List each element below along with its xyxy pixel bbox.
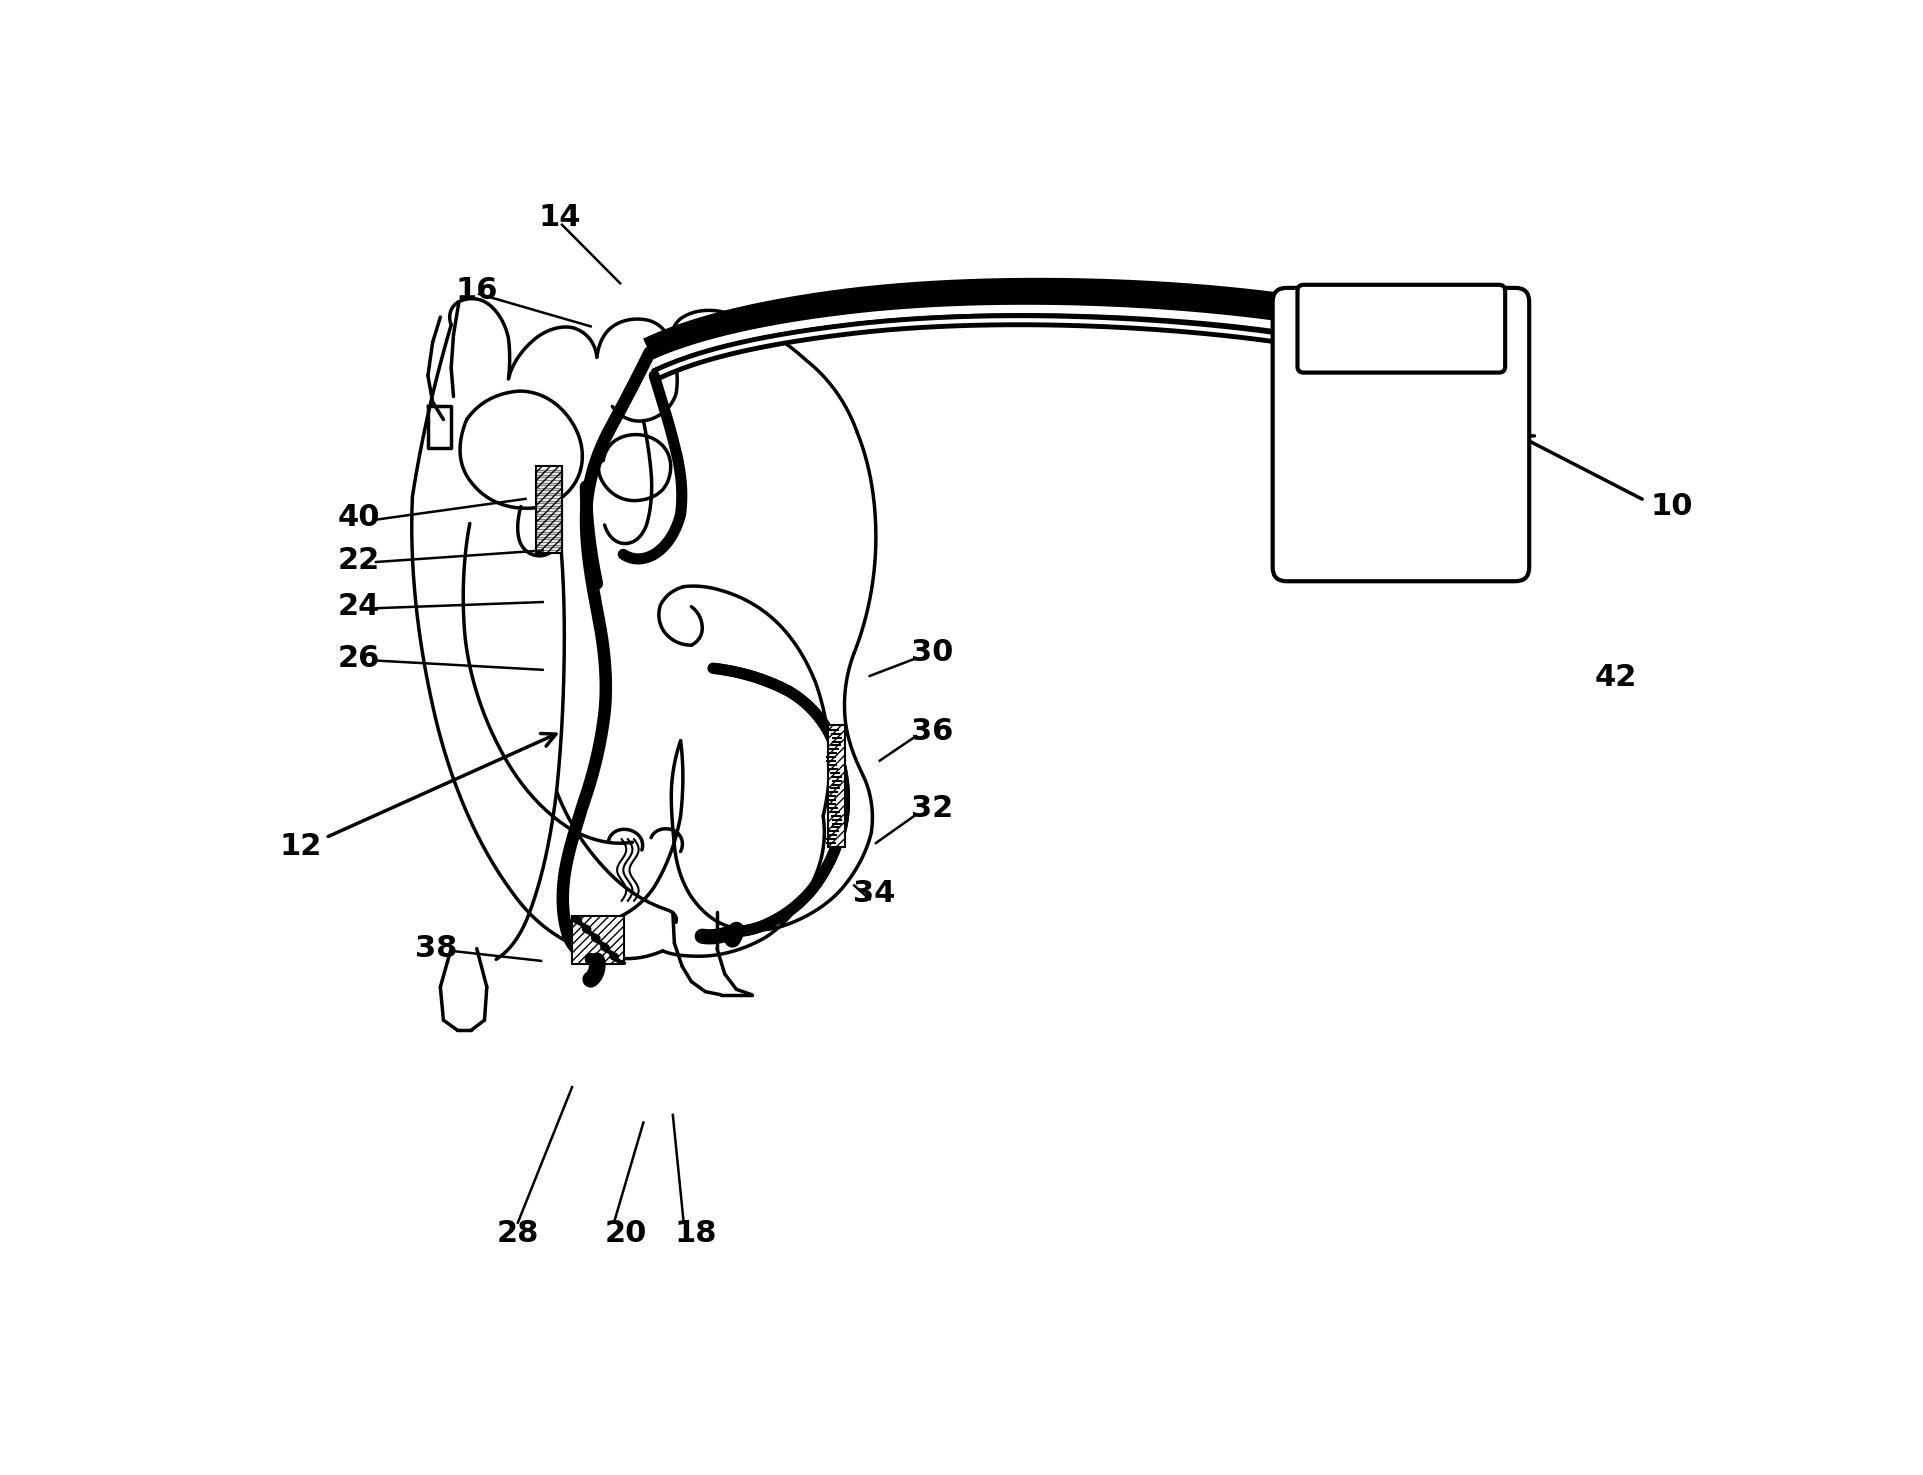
Text: 38: 38 xyxy=(415,934,458,963)
Text: 16: 16 xyxy=(456,276,498,305)
Polygon shape xyxy=(827,726,844,847)
Text: 20: 20 xyxy=(604,1218,646,1248)
Text: 28: 28 xyxy=(496,1218,538,1248)
Text: 22: 22 xyxy=(337,546,379,575)
Text: 18: 18 xyxy=(675,1218,717,1248)
Text: 36: 36 xyxy=(912,717,954,746)
Polygon shape xyxy=(537,466,562,553)
Text: 26: 26 xyxy=(337,643,379,673)
Polygon shape xyxy=(571,916,623,965)
FancyBboxPatch shape xyxy=(1273,288,1529,581)
Text: 24: 24 xyxy=(337,591,379,621)
Text: 30: 30 xyxy=(912,639,954,667)
Text: 10: 10 xyxy=(1650,493,1694,521)
Text: 40: 40 xyxy=(337,503,379,532)
Text: 32: 32 xyxy=(912,794,954,823)
Text: 14: 14 xyxy=(538,202,581,232)
Text: 42: 42 xyxy=(1594,662,1638,692)
Text: 34: 34 xyxy=(852,879,894,907)
FancyBboxPatch shape xyxy=(1298,285,1506,373)
Text: 12: 12 xyxy=(279,832,321,861)
